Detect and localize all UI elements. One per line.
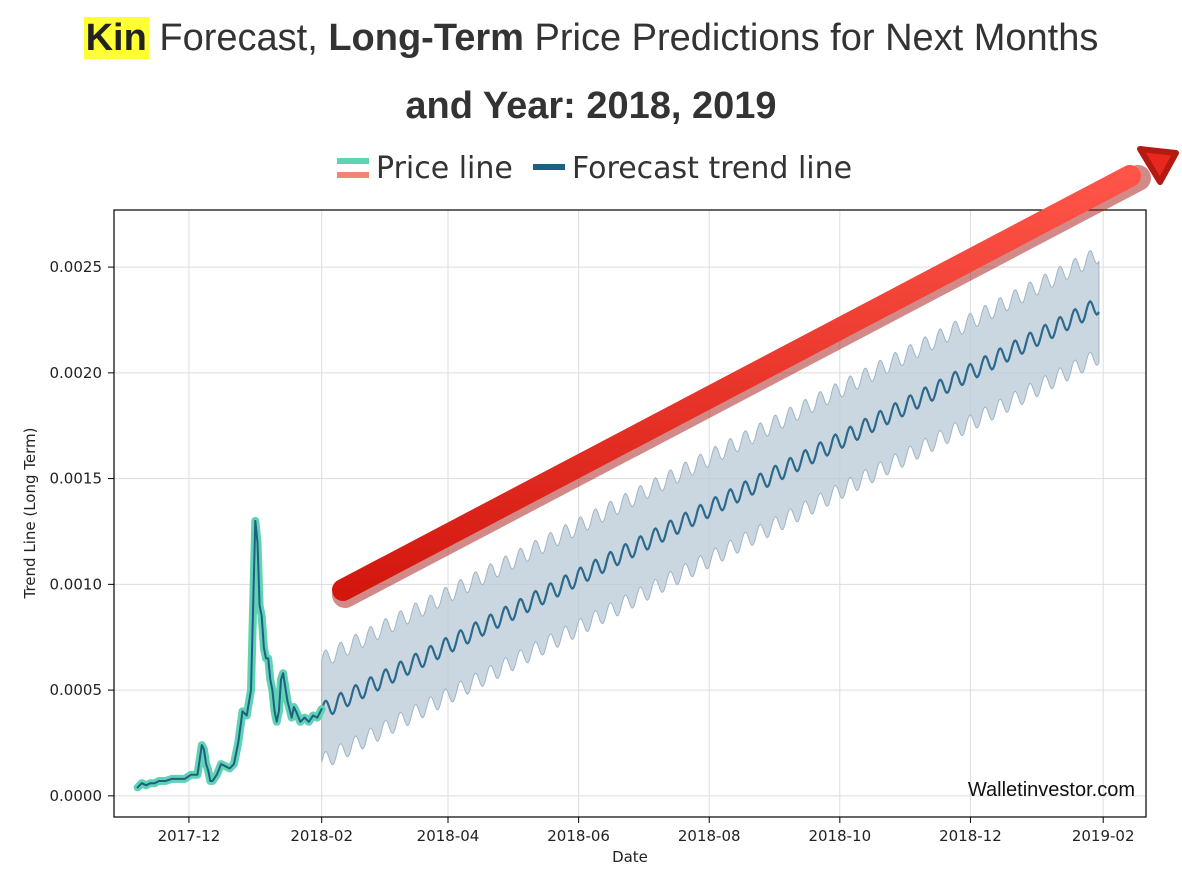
title-highlight: Kin xyxy=(83,17,149,59)
y-tick-label: 0.0015 xyxy=(50,470,103,488)
title-line-2: and Year: 2018, 2019 xyxy=(405,85,777,127)
legend-item-forecast-trend-line: Forecast trend line xyxy=(533,151,852,186)
x-tick-label: 2018-02 xyxy=(290,827,353,845)
legend-label-forecast-trend-line: Forecast trend line xyxy=(572,151,852,186)
x-tick-label: 2017-12 xyxy=(158,827,221,845)
watermark: Walletinvestor.com xyxy=(968,779,1135,801)
trend-arrow-shaft xyxy=(332,165,1141,601)
y-axis-ticks: 0.0000 0.0005 0.0010 0.0015 0.0020 0.0025 xyxy=(50,258,114,805)
trend-arrow xyxy=(332,146,1179,608)
legend-swatch-price-line xyxy=(337,158,369,164)
legend-item-price-line: Price line xyxy=(337,151,513,186)
y-tick-label: 0.0025 xyxy=(50,258,103,276)
title-text-1: Forecast, xyxy=(148,17,329,59)
title-bold-phrase: Long-Term xyxy=(328,17,524,59)
title-text-2: Price Predictions for Next Months xyxy=(523,17,1099,59)
title-line-1: Kin Forecast, Long-Term Price Prediction… xyxy=(0,4,1182,72)
x-tick-label: 2019-02 xyxy=(1072,827,1135,845)
y-axis-label: Trend Line (Long Term) xyxy=(21,428,39,600)
y-tick-label: 0.0020 xyxy=(50,364,103,382)
x-tick-label: 2018-04 xyxy=(417,827,480,845)
x-tick-label: 2018-08 xyxy=(678,827,741,845)
y-tick-label: 0.0005 xyxy=(50,681,103,699)
legend-label-price-line: Price line xyxy=(376,151,513,186)
forecast-trend-line xyxy=(320,300,1100,716)
y-tick-label: 0.0010 xyxy=(50,575,103,593)
page-title: Kin Forecast, Long-Term Price Prediction… xyxy=(0,4,1182,140)
price-line-trend xyxy=(136,519,323,789)
legend-swatch-forecast-trend-line xyxy=(533,164,565,170)
x-axis-label: Date xyxy=(612,848,648,866)
axes-frame xyxy=(113,209,1147,818)
legend-swatch-price-line-alt xyxy=(337,172,369,178)
legend: Price line Forecast trend line xyxy=(337,151,852,186)
trend-arrow-head xyxy=(1137,146,1179,185)
x-tick-label: 2018-12 xyxy=(939,827,1002,845)
x-tick-label: 2018-06 xyxy=(547,827,610,845)
x-tick-label: 2018-10 xyxy=(808,827,871,845)
y-tick-label: 0.0000 xyxy=(50,787,103,805)
x-axis-ticks: 2017-12 2018-02 2018-04 2018-06 2018-08 2018-… xyxy=(158,817,1135,845)
